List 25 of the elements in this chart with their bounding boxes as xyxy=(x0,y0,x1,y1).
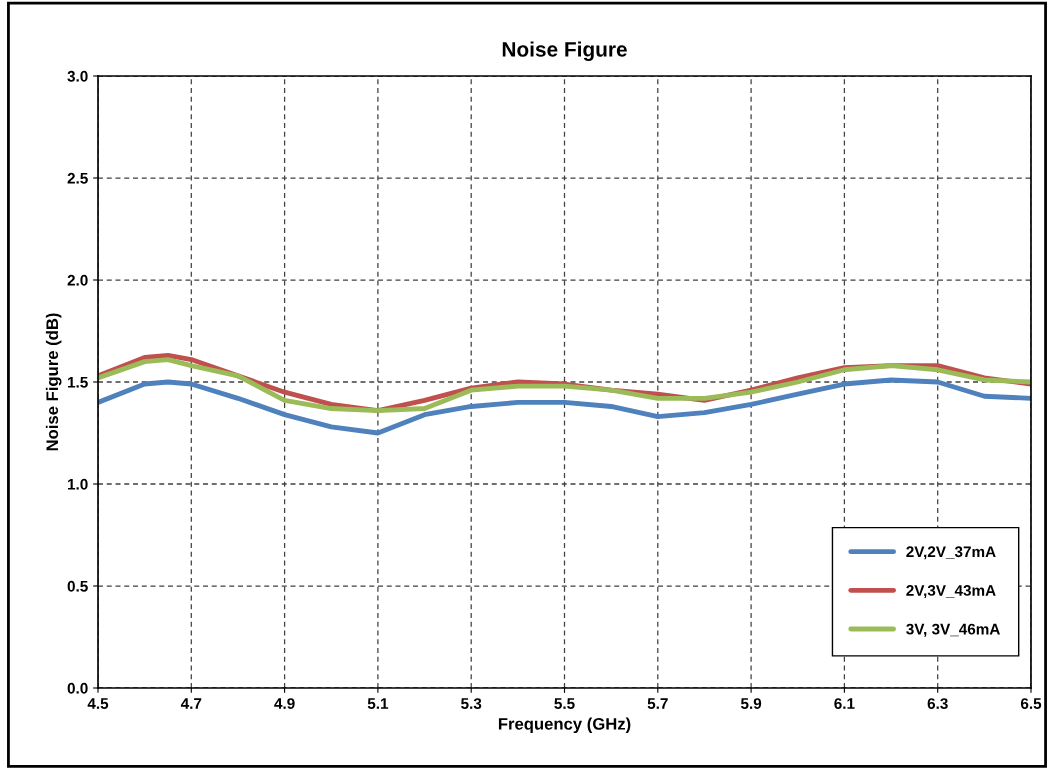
y-tick-label: 3.0 xyxy=(67,70,88,82)
y-tick-label: 1.0 xyxy=(68,478,88,490)
x-tick-label: 5.1 xyxy=(367,698,389,709)
x-tick-label: 5.3 xyxy=(461,698,482,709)
x-axis-title: Frequency (GHz) xyxy=(498,717,631,734)
x-tick-label: 4.7 xyxy=(180,698,202,709)
y-tick-label: 1.5 xyxy=(68,377,88,388)
y-tick-label: 2.5 xyxy=(67,172,88,184)
x-tick-label: 6.1 xyxy=(834,698,855,709)
y-tick-label: 0.5 xyxy=(67,580,88,592)
x-tick-label: 5.5 xyxy=(554,698,575,709)
y-tick-label: 2.0 xyxy=(67,274,88,286)
y-axis-title: Noise Figure (dB) xyxy=(45,313,62,451)
x-tick-label: 4.9 xyxy=(274,698,295,709)
x-tick-label: 6.3 xyxy=(927,698,948,709)
x-tick-label: 5.7 xyxy=(647,698,668,709)
y-tick-label: 0.0 xyxy=(67,682,88,694)
x-tick-label: 6.5 xyxy=(1020,698,1042,709)
legend-label: 3V, 3V_46mA xyxy=(906,623,1000,637)
x-tick-label: 5.9 xyxy=(740,698,762,709)
legend-label: 2V,3V_43mA xyxy=(906,585,996,599)
chart-title: Noise Figure xyxy=(502,41,627,61)
line-series xyxy=(98,377,1031,436)
legend-label: 2V,2V_37mA xyxy=(906,546,996,560)
x-tick-label: 4.5 xyxy=(87,698,109,709)
